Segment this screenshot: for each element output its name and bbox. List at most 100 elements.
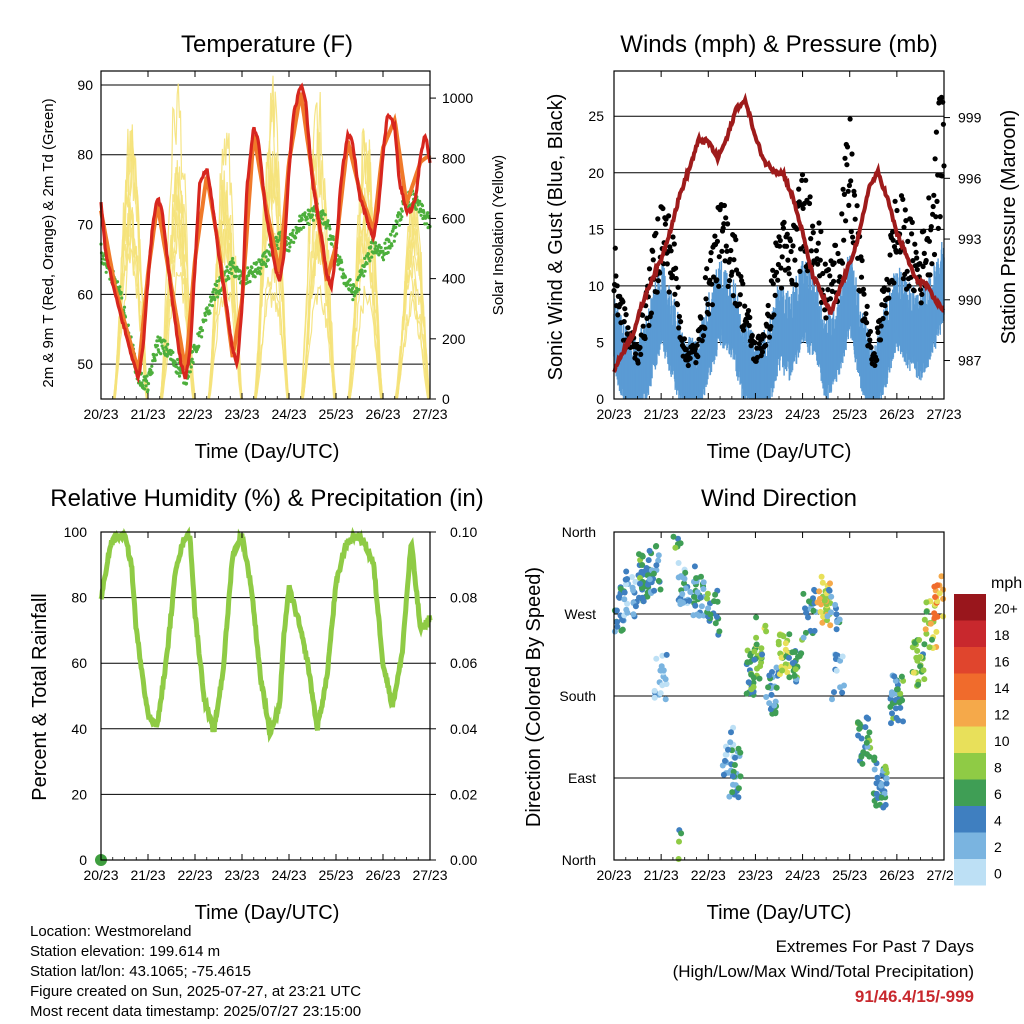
dewpoint-point xyxy=(145,374,149,378)
gust-point xyxy=(712,233,718,239)
temperature-xtick-label: 24/23 xyxy=(271,406,306,422)
wind-direction-point xyxy=(923,608,930,615)
dewpoint-point xyxy=(294,236,298,240)
gust-point xyxy=(890,237,896,243)
wind-direction-point xyxy=(731,762,738,768)
humidity-xtick-label: 26/23 xyxy=(365,867,400,883)
wind-direction-point xyxy=(622,576,629,583)
wind-direction-point xyxy=(682,569,689,576)
gust-point xyxy=(620,299,626,305)
solar-insolation-line xyxy=(254,92,289,400)
wind-direction-point xyxy=(828,593,835,600)
dewpoint-point xyxy=(159,352,163,356)
gust-point xyxy=(886,295,892,301)
dewpoint-point xyxy=(144,384,148,388)
wind-direction-point xyxy=(782,646,789,653)
gust-point xyxy=(646,266,653,272)
gust-point xyxy=(881,285,887,291)
colorbar-swatch xyxy=(954,832,986,859)
gust-point xyxy=(930,203,936,210)
gust-point xyxy=(883,310,889,316)
gust-point xyxy=(650,248,656,254)
dewpoint-point xyxy=(362,264,366,269)
dewpoint-point xyxy=(365,262,369,266)
gust-point xyxy=(831,260,837,266)
gust-point xyxy=(797,268,803,274)
gust-point xyxy=(858,274,865,280)
wind-direction-point xyxy=(730,724,737,731)
humidity-xtick-label: 20/23 xyxy=(83,867,118,883)
gust-point xyxy=(785,257,791,263)
gust-point xyxy=(912,241,918,247)
direction-ytick-label: North xyxy=(562,524,596,540)
gust-point xyxy=(623,312,629,318)
dewpoint-point xyxy=(217,279,221,283)
winds-xtick-label: 26/23 xyxy=(879,406,914,422)
gust-point xyxy=(703,296,709,302)
gust-point xyxy=(919,291,925,297)
direction-xtick-label: 23/23 xyxy=(738,867,773,883)
direction-xtick-label: 24/23 xyxy=(785,867,820,883)
gust-point xyxy=(761,333,768,339)
gust-point xyxy=(779,254,785,260)
humidity-ytick-right-label: 0.00 xyxy=(450,852,477,868)
gust-point xyxy=(714,277,720,283)
wind-direction-point xyxy=(892,677,899,684)
wind-direction-point xyxy=(676,838,682,845)
wind-direction-point xyxy=(873,802,880,809)
wind-direction-point xyxy=(662,696,669,703)
dewpoint-point xyxy=(178,368,182,372)
gust-point xyxy=(835,250,841,257)
gust-point xyxy=(660,205,666,212)
dewpoint-point xyxy=(421,216,425,221)
gust-point xyxy=(681,336,688,342)
dewpoint-point xyxy=(360,271,364,275)
gust-point xyxy=(633,351,639,357)
gust-point xyxy=(850,234,856,240)
temperature-ytick-label: 50 xyxy=(77,356,93,372)
wind-direction-point xyxy=(816,588,823,595)
dewpoint-point xyxy=(197,334,201,338)
dewpoint-point xyxy=(330,242,334,246)
gust-point xyxy=(813,248,820,254)
dewpoint-point xyxy=(340,260,344,264)
dewpoint-point xyxy=(394,225,398,229)
wind-direction-point xyxy=(791,672,798,679)
gust-point xyxy=(937,214,943,220)
wind-direction-point xyxy=(670,533,677,540)
gust-point xyxy=(926,238,933,244)
winds-xtick-label: 23/23 xyxy=(738,406,773,422)
dewpoint-point xyxy=(419,213,423,217)
gust-point xyxy=(914,255,920,261)
gust-point xyxy=(825,287,831,293)
dewpoint-point xyxy=(343,275,347,279)
dewpoint-point xyxy=(302,225,306,229)
gust-point xyxy=(863,311,869,317)
wind-direction-point xyxy=(858,753,865,760)
gust-point xyxy=(810,230,816,236)
wind-direction-point xyxy=(704,590,711,597)
wind-direction-point xyxy=(632,578,639,585)
wind-direction-point xyxy=(762,622,769,629)
wind-direction-point xyxy=(833,626,840,633)
dewpoint-point xyxy=(419,207,423,211)
gust-point xyxy=(655,216,661,222)
wind-direction-point xyxy=(678,830,685,837)
wind-direction-point xyxy=(651,687,658,694)
direction-ytick-label: West xyxy=(564,606,596,622)
gust-point xyxy=(882,303,888,309)
dewpoint-point xyxy=(155,339,159,343)
wind-direction-point xyxy=(765,684,772,691)
gust-point xyxy=(787,238,794,244)
gust-point xyxy=(868,344,874,350)
dewpoint-point xyxy=(422,210,426,214)
dewpoint-point xyxy=(227,276,231,281)
dewpoint-point xyxy=(231,261,236,265)
gust-point xyxy=(666,213,672,219)
wind-direction-point xyxy=(644,593,651,600)
temperature-ytick-right-label: 400 xyxy=(442,271,466,287)
gust-point xyxy=(799,177,805,183)
wind-direction-point xyxy=(827,580,833,587)
colorbar-label: 18 xyxy=(994,627,1010,643)
solar-insolation-line xyxy=(302,284,337,400)
